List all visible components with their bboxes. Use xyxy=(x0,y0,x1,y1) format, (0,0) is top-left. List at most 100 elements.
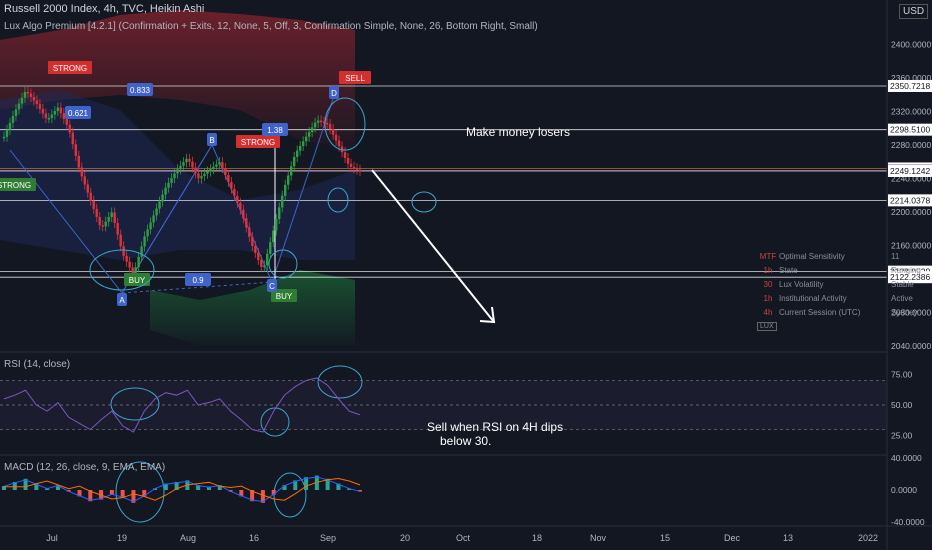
currency-badge[interactable]: USD xyxy=(899,4,929,19)
x-tick-label: 15 xyxy=(660,533,670,543)
candle-body xyxy=(218,162,221,165)
dashboard-value: 11 xyxy=(891,251,900,261)
rsi-note-line1: Sell when RSI on 4H dips xyxy=(427,420,564,434)
macd-bar xyxy=(88,490,93,502)
macd-tick-label: 40.0000 xyxy=(891,453,922,463)
x-tick-label: 16 xyxy=(249,533,259,543)
candle-body xyxy=(152,215,155,223)
level-label-bg xyxy=(888,164,932,177)
macd-pane-title[interactable]: MACD (12, 26, close, 9, EMA, EMA) xyxy=(4,462,166,473)
macd-bar xyxy=(260,490,265,503)
candle-body xyxy=(86,184,89,193)
ratio-badge xyxy=(262,123,288,136)
candle-body xyxy=(71,132,75,145)
candle-body xyxy=(56,107,60,112)
ratio-badge xyxy=(127,83,153,96)
candle-body xyxy=(158,201,161,209)
candle-body xyxy=(35,100,39,105)
candle-body xyxy=(301,141,305,146)
pattern-point-label: D xyxy=(331,89,337,98)
dashboard-row: 1h Institutional Activity Active xyxy=(757,291,932,305)
candle-body xyxy=(257,252,260,260)
candle-body xyxy=(41,108,45,114)
candle-body xyxy=(263,265,266,267)
candle-body xyxy=(164,187,167,195)
candle-body xyxy=(310,127,314,133)
ratio-badge xyxy=(185,273,211,286)
macd-signal-line xyxy=(4,477,361,501)
candle-body xyxy=(119,234,122,247)
rsi-tick-label: 25.00 xyxy=(891,431,913,441)
resistance-cloud xyxy=(0,10,355,150)
level-label: 2298.5100 xyxy=(890,125,930,135)
candle-body xyxy=(2,136,6,139)
pattern-point-badge xyxy=(267,279,277,292)
make-money-note: Make money losers xyxy=(466,125,571,139)
candle-body xyxy=(331,128,335,135)
ratio-label: 0.833 xyxy=(130,86,151,95)
price-tick-label: 2080.0000 xyxy=(891,308,931,318)
signal-badge xyxy=(271,289,297,302)
level-label-bg xyxy=(888,79,932,92)
candle-body xyxy=(137,256,140,268)
candle-body xyxy=(17,103,21,110)
level-label-bg xyxy=(888,271,932,284)
dashboard-timeframe: 4h xyxy=(763,307,773,317)
signal-label: BUY xyxy=(129,276,146,285)
candle-body xyxy=(182,162,185,166)
macd-bar xyxy=(282,485,287,490)
candle-body xyxy=(95,208,98,218)
candle-body xyxy=(194,167,197,174)
indicator-settings[interactable]: Lux Algo Premium [4.2.1] (Confirmation +… xyxy=(4,21,538,32)
candle-body xyxy=(62,113,66,119)
candle-body xyxy=(233,188,236,196)
candle-body xyxy=(140,246,143,257)
candle-body xyxy=(23,91,27,98)
macd-bar xyxy=(196,485,201,490)
signal-label: SELL xyxy=(345,74,365,83)
macd-bar xyxy=(163,483,168,490)
pattern-point-badge xyxy=(117,293,127,306)
candle-body xyxy=(14,109,18,116)
level-label: 2122.2386 xyxy=(890,272,930,282)
candle-body xyxy=(346,157,350,164)
level-label: 2350.7218 xyxy=(890,81,930,91)
candle-body xyxy=(26,91,30,94)
rsi-pane-title[interactable]: RSI (14, close) xyxy=(4,359,71,370)
candle-body xyxy=(230,181,233,189)
level-label-bg xyxy=(888,194,932,207)
dashboard-value: Ranging xyxy=(891,265,921,275)
candle-body xyxy=(116,223,119,235)
candle-body xyxy=(65,118,69,125)
signal-label: BUY xyxy=(276,292,293,301)
candle-body xyxy=(242,209,245,219)
candle-body xyxy=(131,267,134,274)
price-tick-label: 2280.0000 xyxy=(891,140,931,150)
dashboard-row: 30 Lux Volatility Stable xyxy=(757,277,932,291)
macd-bar xyxy=(66,490,71,492)
candle-body xyxy=(272,230,275,243)
dashboard-timeframe: 1h xyxy=(763,265,773,275)
price-tick-label: 2320.0000 xyxy=(891,107,931,117)
macd-bar xyxy=(228,490,233,492)
candle-body xyxy=(278,207,281,219)
candle-body xyxy=(349,163,353,167)
signal-badge xyxy=(124,273,150,286)
candle-body xyxy=(325,122,329,125)
x-tick-label: Dec xyxy=(724,533,741,543)
signal-badge xyxy=(48,61,92,74)
rsi-pane xyxy=(0,377,887,433)
price-tick-label: 2360.0000 xyxy=(891,73,931,83)
ratio-label: 1.38 xyxy=(267,126,283,135)
signal-label: STRONG xyxy=(241,138,275,147)
x-tick-label: Nov xyxy=(590,533,607,543)
signal-badge xyxy=(236,135,280,148)
candle-body xyxy=(44,113,48,119)
candle-body xyxy=(266,253,269,266)
candle-body xyxy=(122,246,125,256)
macd-bar xyxy=(347,488,352,490)
candlestick-series xyxy=(2,86,362,279)
macd-bar xyxy=(120,490,125,498)
candle-body xyxy=(334,134,338,141)
